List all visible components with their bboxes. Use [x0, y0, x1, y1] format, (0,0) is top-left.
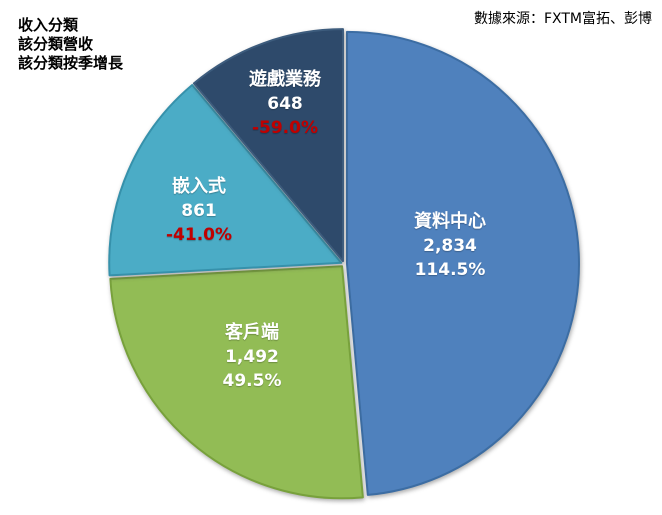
pie-slice-embedded: [108, 84, 343, 277]
chart-title-line: 該分類營收: [18, 35, 94, 53]
chart-title-line: 該分類按季增長: [18, 54, 124, 72]
chart-title-line: 收入分類: [18, 16, 79, 34]
pie-slice-gaming: [192, 28, 344, 263]
data-source-note: 數據來源：FXTM富拓、彭博: [473, 11, 652, 27]
pie-slice-client: [109, 265, 364, 500]
chart-title-block: 收入分類 該分類營收 該分類按季增長: [18, 16, 123, 73]
pie-slice-data-center: [346, 30, 580, 496]
